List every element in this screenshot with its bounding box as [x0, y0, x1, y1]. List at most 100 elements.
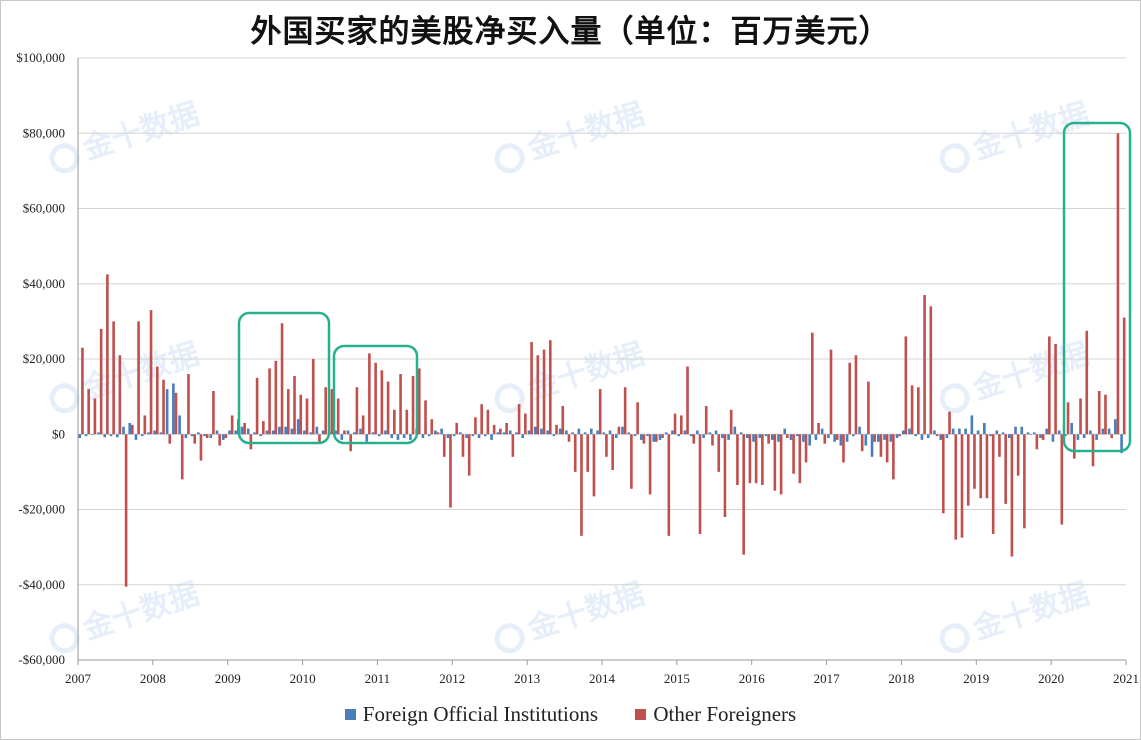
official-bar [770, 434, 774, 440]
other-bar [93, 398, 97, 435]
official-bar [515, 432, 518, 435]
official-bar [1039, 434, 1042, 439]
x-tick-label: 2008 [140, 671, 166, 686]
official-bar [97, 432, 100, 435]
official-bar [945, 434, 949, 439]
official-bar [933, 430, 936, 435]
other-bar [948, 411, 951, 435]
legend-swatch [344, 709, 356, 720]
official-bar [134, 434, 138, 440]
official-bar [265, 430, 269, 435]
other-bar [524, 413, 527, 435]
official-bar [334, 430, 337, 435]
other-bar [112, 321, 115, 435]
other-bar [617, 426, 621, 435]
official-bar [870, 434, 874, 457]
other-bar [991, 434, 995, 534]
other-bar [779, 434, 783, 495]
other-bar [692, 434, 696, 444]
official-bar [471, 434, 475, 437]
official-bar [839, 434, 843, 446]
official-bar [808, 434, 811, 446]
other-bar [979, 434, 983, 499]
other-bar [405, 409, 409, 435]
official-bar [278, 426, 281, 435]
official-bar [814, 434, 818, 440]
other-bar [754, 434, 758, 484]
official-bar [240, 426, 244, 435]
other-bar [842, 434, 845, 463]
other-bar [704, 406, 708, 435]
other-bar [998, 434, 1001, 457]
official-bar [683, 430, 687, 435]
official-bar [346, 430, 350, 435]
x-tick-label: 2014 [589, 671, 616, 686]
other-bar [636, 402, 639, 435]
other-bar [199, 434, 203, 461]
other-bar [411, 375, 415, 435]
other-bar [698, 434, 702, 534]
other-bar [424, 400, 427, 435]
official-bar [739, 432, 743, 435]
official-bar [1089, 430, 1092, 435]
other-bar [386, 381, 390, 435]
official-bar [153, 430, 156, 435]
other-bar [311, 359, 315, 435]
official-bar [652, 434, 656, 442]
other-bar [580, 434, 583, 536]
other-bar [879, 434, 883, 457]
official-bar [1070, 422, 1073, 435]
official-bar [858, 426, 861, 435]
other-bar [318, 434, 321, 444]
other-bar [729, 409, 733, 435]
official-bar [234, 430, 238, 435]
x-axis: 2007 2008 2009 2010 2011 2012 2013 2014 2015 2016… [65, 660, 1139, 686]
other-bar [187, 374, 190, 435]
other-bar [324, 387, 328, 435]
official-bar [583, 432, 587, 435]
official-bar [976, 430, 980, 435]
official-bar [165, 389, 169, 435]
official-bar [939, 434, 942, 440]
other-bar [898, 434, 901, 437]
other-bar [430, 419, 434, 435]
highlight-box [1062, 121, 1132, 453]
other-bar [1035, 434, 1039, 450]
legend-item: Foreign Official Institutions [344, 702, 598, 727]
other-bar [193, 434, 197, 444]
other-bar [854, 355, 858, 435]
other-bar [630, 434, 633, 489]
official-bar [184, 434, 188, 439]
other-bar [399, 374, 402, 435]
official-bar [1007, 434, 1011, 439]
other-bar [224, 434, 228, 439]
x-tick-label: 2018 [888, 671, 914, 686]
y-tick-label: $100,000 [16, 50, 65, 65]
official-bar [253, 432, 256, 435]
other-bar [168, 434, 172, 444]
other-bar [723, 434, 727, 518]
other-bar [361, 415, 365, 435]
other-bar [467, 434, 471, 476]
other-bar [1016, 434, 1020, 476]
y-tick-label: $80,000 [23, 125, 65, 140]
official-bar [1064, 434, 1067, 437]
official-bar [789, 434, 793, 440]
x-tick-label: 2012 [439, 671, 465, 686]
other-bar [1097, 390, 1101, 435]
official-bar [159, 432, 163, 435]
official-bar [1095, 434, 1098, 440]
official-bar [590, 428, 593, 435]
other-bar [442, 434, 446, 457]
official-bar [571, 432, 574, 435]
official-bar [228, 430, 231, 435]
official-bar [802, 434, 805, 442]
official-bar [827, 434, 830, 439]
other-bar [804, 434, 808, 463]
other-bar [548, 340, 552, 435]
official-bar [1101, 428, 1105, 435]
official-bar [596, 430, 599, 435]
other-bar [1060, 434, 1064, 525]
official-bar [1032, 432, 1036, 435]
